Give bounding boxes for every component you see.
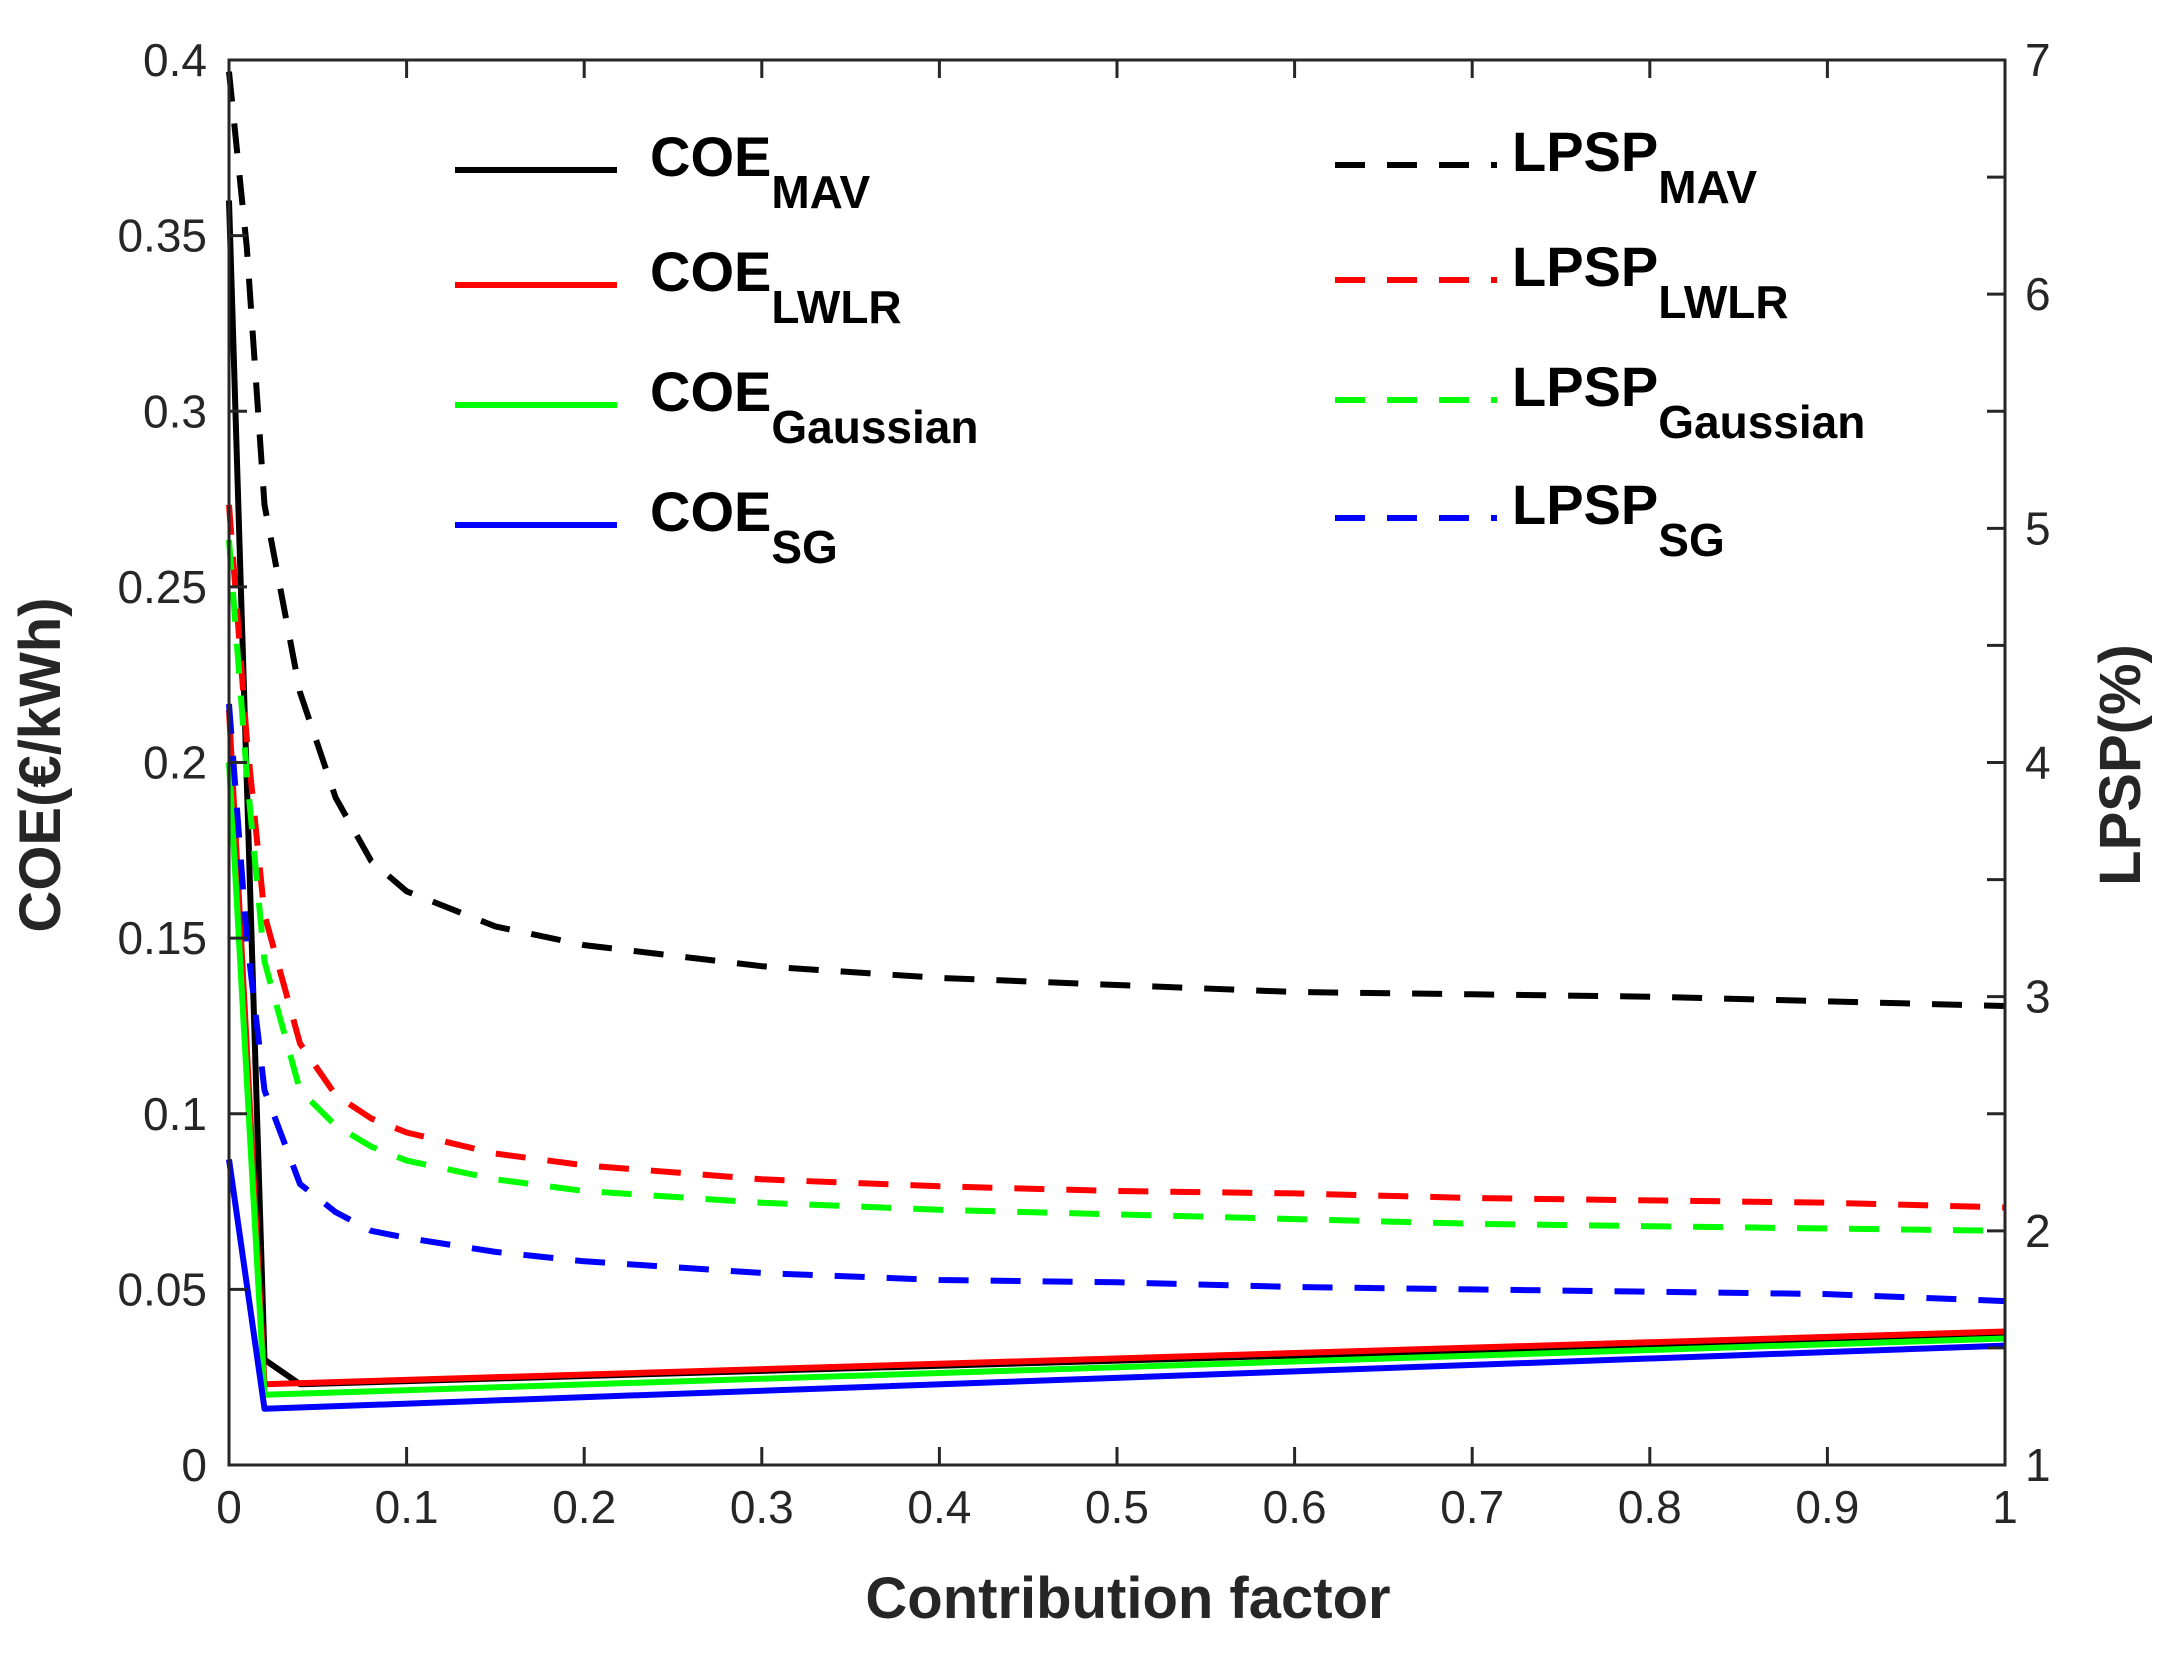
- y-right-tick-label: 2: [2025, 1205, 2051, 1257]
- legend-label-main: COE: [650, 240, 771, 303]
- x-axis-title: Contribution factor: [865, 1566, 1390, 1631]
- y-left-tick-label: 0.05: [117, 1263, 207, 1315]
- x-tick-label: 1: [1992, 1481, 2018, 1533]
- legend-label-subscript: Gaussian: [771, 401, 978, 453]
- y-left-tick-label: 0.25: [117, 561, 207, 613]
- legend-label-main: LPSP: [1512, 473, 1658, 536]
- legend-label-subscript: LWLR: [771, 281, 901, 333]
- legend: COEMAVCOELWLRCOEGaussianCOESGLPSPMAVLPSP…: [455, 120, 1865, 573]
- legend-label-lpsp-lwlr: LPSPLWLR: [1512, 235, 1789, 328]
- series-line-lpsp-mav: [226, 71, 2006, 1009]
- y-right-tick-label: 6: [2025, 268, 2051, 320]
- series-line-coe-sg: [226, 1158, 2006, 1412]
- legend-label-main: COE: [650, 480, 771, 543]
- legend-label-coe-lwlr: COELWLR: [650, 240, 902, 333]
- x-tick-label: 0.8: [1618, 1481, 1682, 1533]
- legend-label-main: COE: [650, 360, 771, 423]
- x-tick-label: 0.2: [552, 1481, 616, 1533]
- y-right-tick-label: 1: [2025, 1439, 2051, 1491]
- legend-label-subscript: MAV: [771, 166, 870, 218]
- legend-label-subscript: SG: [1658, 514, 1724, 566]
- x-tick-label: 0.6: [1263, 1481, 1327, 1533]
- y-left-tick-label: 0.1: [143, 1088, 207, 1140]
- ticks-layer: [227, 58, 2007, 1467]
- legend-label-lpsp-gaussian: LPSPGaussian: [1512, 355, 1865, 448]
- y-right-tick-label: 4: [2025, 737, 2051, 789]
- legend-label-subscript: LWLR: [1658, 276, 1788, 328]
- legend-label-coe-mav: COEMAV: [650, 125, 870, 218]
- series-layer: [226, 71, 2006, 1412]
- legend-label-subscript: SG: [771, 521, 837, 573]
- x-tick-label: 0.5: [1085, 1481, 1149, 1533]
- x-tick-label: 0.9: [1795, 1481, 1859, 1533]
- y-left-tick-label: 0: [181, 1439, 207, 1491]
- y-left-tick-label: 0.15: [117, 912, 207, 964]
- y-right-tick-label: 3: [2025, 971, 2051, 1023]
- y-right-tick-label: 7: [2025, 34, 2051, 86]
- x-tick-label: 0.1: [375, 1481, 439, 1533]
- legend-label-lpsp-sg: LPSPSG: [1512, 473, 1725, 566]
- legend-label-main: LPSP: [1512, 235, 1658, 298]
- legend-label-main: LPSP: [1512, 120, 1658, 183]
- y-right-tick-label: 5: [2025, 502, 2051, 554]
- legend-label-subscript: MAV: [1658, 161, 1757, 213]
- legend-label-coe-gaussian: COEGaussian: [650, 360, 978, 453]
- x-tick-label: 0.7: [1440, 1481, 1504, 1533]
- legend-label-coe-sg: COESG: [650, 480, 838, 573]
- x-tick-label: 0: [216, 1481, 242, 1533]
- y-left-tick-label: 0.3: [143, 385, 207, 437]
- legend-label-main: COE: [650, 125, 771, 188]
- x-tick-label: 0.4: [907, 1481, 971, 1533]
- y-left-tick-label: 0.4: [143, 34, 207, 86]
- y-left-axis-title: COE(€/kWh): [8, 597, 73, 932]
- y-left-tick-label: 0.2: [143, 737, 207, 789]
- series-line-lpsp-sg: [226, 703, 2006, 1305]
- tick-labels-layer: 0 0.1 0.2 0.3 0.4 0.5 0.6 0.7 0.8 0.9 1 0 0.05 0.1 0.1…: [117, 34, 2050, 1533]
- legend-label-main: LPSP: [1512, 355, 1658, 418]
- y-right-axis-title: LPSP(%): [2088, 644, 2153, 886]
- y-left-tick-label: 0.35: [117, 210, 207, 262]
- x-tick-label: 0.3: [730, 1481, 794, 1533]
- legend-label-subscript: Gaussian: [1658, 396, 1865, 448]
- legend-label-lpsp-mav: LPSPMAV: [1512, 120, 1757, 213]
